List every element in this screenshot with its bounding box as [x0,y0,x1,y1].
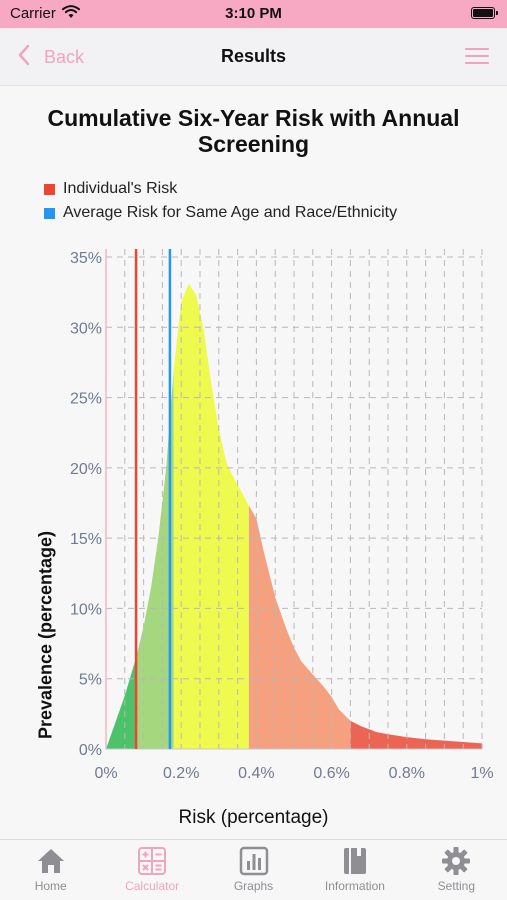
tab-information[interactable]: Information [304,840,405,900]
y-tick-label: 0% [79,742,102,759]
legend-item-individual: Individual's Risk [44,177,397,201]
legend-label-average: Average Risk for Same Age and Race/Ethni… [63,204,398,221]
legend-label-individual: Individual's Risk [63,180,178,197]
chevron-left-icon [18,44,30,71]
carrier-label: Carrier [10,5,56,22]
x-tick-label: 0.4% [238,765,274,782]
calculator-icon [138,847,167,875]
y-tick-label: 30% [70,320,102,337]
tab-graphs-label: Graphs [233,879,274,893]
graphs-icon [239,846,268,876]
y-tick-label: 15% [70,531,102,548]
x-tick-label: 0.6% [313,765,349,782]
legend-swatch-individual [44,183,55,195]
tab-calculator[interactable]: Calculator [101,840,202,900]
y-tick-label: 20% [70,461,102,478]
tab-setting[interactable]: Setting [406,840,507,900]
tab-information-label: Information [324,879,385,893]
wifi-icon [62,5,80,24]
status-bar: Carrier 3:10 PM [0,0,507,28]
status-time: 3:10 PM [225,5,282,22]
results-content: Cumulative Six-Year Risk with Annual Scr… [0,87,507,839]
x-axis-label: Risk (percentage) [178,807,329,828]
chart-title: Cumulative Six-Year Risk with Annual Scr… [47,105,460,157]
y-tick-label: 10% [70,601,102,618]
tab-graphs[interactable]: Graphs [203,840,304,900]
legend-swatch-average [44,207,55,219]
x-tick-label: 1% [470,765,493,782]
menu-icon[interactable] [465,48,489,66]
y-axis-label: Prevalence (percentage) [35,530,56,740]
risk-band-1 [106,657,137,749]
battery-icon [471,7,498,19]
x-tick-label: 0.2% [163,765,199,782]
y-tick-label: 35% [70,250,102,267]
tab-home[interactable]: Home [0,840,101,900]
tab-bar: Home Calculator Graphs [0,839,507,900]
information-icon [343,848,366,874]
tab-setting-label: Setting [437,879,475,893]
legend-item-average: Average Risk for Same Age and Race/Ethni… [44,201,397,225]
x-tick-label: 0% [94,765,117,782]
risk-distribution-chart: 0% 5% 10% 15% 20% 25% 30% 35% 0% 0.2% 0.4% 0.6% 0.8%… [70,249,494,782]
chart-legend: Individual's Risk Average Risk for Same … [44,177,397,225]
tab-home-label: Home [34,879,67,893]
risk-band-3 [173,283,249,749]
home-icon [37,849,64,873]
risk-band-5 [350,720,482,749]
y-tick-label: 25% [70,391,102,408]
navigation-bar: Back Results [0,28,507,86]
setting-icon [442,847,471,875]
page-title: Results [220,46,287,66]
back-button[interactable]: Back [18,44,84,71]
risk-band-4 [248,505,351,749]
y-tick-label: 5% [79,672,102,689]
tab-calculator-label: Calculator [125,879,180,893]
x-tick-label: 0.8% [389,765,425,782]
back-label: Back [44,47,85,67]
risk-band-2 [136,369,174,749]
